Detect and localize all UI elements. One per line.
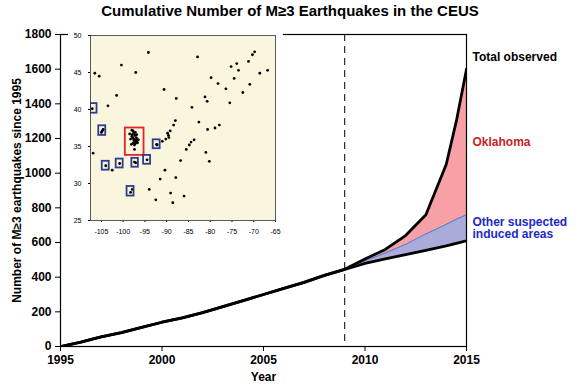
svg-text:0: 0 [45,339,52,353]
svg-text:Number of M≥3 earthquakes sinc: Number of M≥3 earthquakes since 1995 [10,78,24,303]
svg-text:2015: 2015 [453,353,480,367]
svg-text:-105: -105 [94,228,108,235]
svg-text:-70: -70 [249,228,259,235]
svg-text:-75: -75 [227,228,237,235]
html-text:Cumulative Number of M≥3 Earth: Cumulative Number of M≥3 Earthquakes in … [101,2,479,19]
svg-text:1995: 1995 [47,353,74,367]
svg-text:25: 25 [74,217,82,224]
svg-text:2000: 2000 [149,353,176,367]
svg-text:40: 40 [74,106,82,113]
svg-text:-90: -90 [162,228,172,235]
svg-text:30: 30 [74,180,82,187]
svg-text:-85: -85 [183,228,193,235]
svg-text:1800: 1800 [25,27,52,41]
svg-text:-95: -95 [140,228,150,235]
svg-text:35: 35 [74,143,82,150]
svg-text:800: 800 [31,201,51,215]
svg-text:1400: 1400 [25,97,52,111]
svg-text:Total observed: Total observed [473,50,557,64]
svg-text:50: 50 [74,32,82,39]
svg-text:1600: 1600 [25,62,52,76]
svg-text:-80: -80 [205,228,215,235]
svg-text:Year: Year [251,370,277,384]
svg-text:2010: 2010 [352,353,379,367]
svg-text:-100: -100 [116,228,130,235]
svg-text:200: 200 [31,305,51,319]
svg-text:1200: 1200 [25,131,52,145]
svg-text:2005: 2005 [250,353,277,367]
svg-text:Other suspectedinduced areas: Other suspectedinduced areas [473,215,568,241]
svg-text:Oklahoma: Oklahoma [473,135,531,149]
svg-text:400: 400 [31,270,51,284]
svg-text:45: 45 [74,69,82,76]
svg-text:1000: 1000 [25,166,52,180]
svg-text:600: 600 [31,235,51,249]
svg-text:-65: -65 [270,228,280,235]
